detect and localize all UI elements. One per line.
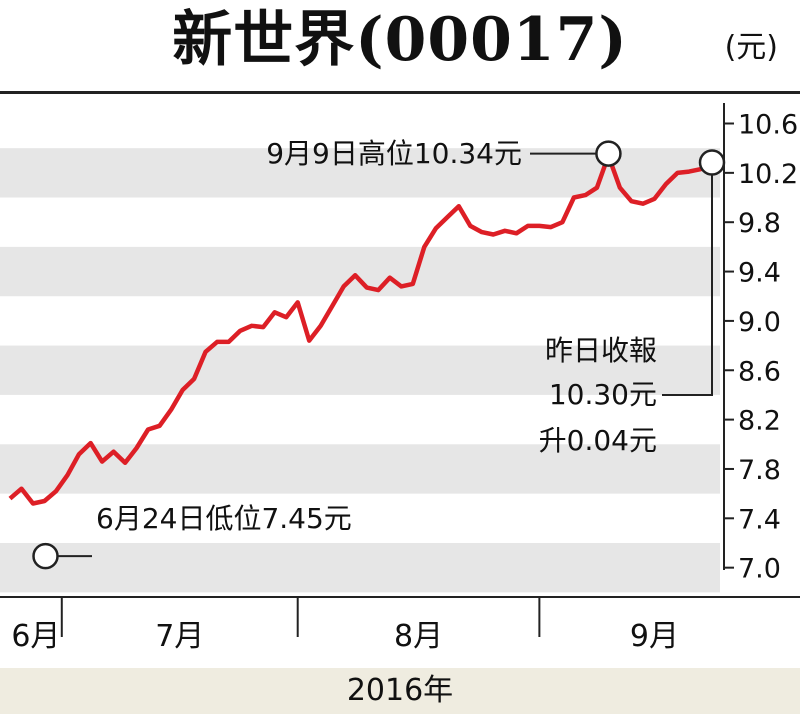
unit-label: (元): [724, 30, 778, 65]
y-tick-label: 10.2: [738, 159, 798, 190]
month-label: 9月: [630, 619, 679, 654]
y-tick-label: 8.2: [738, 406, 781, 437]
y-tick-label: 10.6: [738, 110, 798, 141]
y-tick-label: 9.0: [738, 307, 781, 338]
markers: [32, 140, 726, 570]
y-axis: 7.0 7.4 7.8 8.2 8.6 9.0 9.4 9.8 10.2 10.6: [723, 103, 798, 585]
high-marker: [595, 140, 622, 167]
chart-title: 新世界(00017): [172, 5, 628, 75]
price-line: [8, 153, 714, 506]
close-change: 升0.04元: [539, 424, 657, 457]
grid-band: [0, 246, 720, 297]
grid-band: [0, 542, 720, 593]
grid-band: [0, 444, 720, 494]
x-axis: 6月 7月 8月 9月: [0, 596, 800, 654]
close-value: 10.30元: [549, 378, 657, 411]
y-tick-label: 9.4: [738, 258, 781, 289]
price-series: [8, 153, 714, 506]
y-tick-label: 8.6: [738, 356, 781, 387]
month-label: 6月: [11, 619, 60, 654]
grid-band: [0, 345, 720, 395]
annotations: 9月9日高位10.34元 6月24日低位7.45元 昨日收報 10.30元 升0…: [57, 137, 713, 558]
y-tick-label: 7.0: [738, 554, 781, 585]
y-tick-label: 7.8: [738, 455, 781, 486]
grid-bands: [0, 148, 720, 593]
close-marker: [698, 149, 726, 176]
year-footer: 2016年: [0, 668, 800, 714]
y-tick-label: 7.4: [738, 504, 781, 535]
low-annotation: 6月24日低位7.45元: [96, 502, 352, 535]
close-leader-line: [662, 174, 713, 396]
close-title: 昨日收報: [545, 334, 657, 367]
y-tick-label: 9.8: [738, 208, 781, 239]
month-label: 7月: [155, 619, 204, 654]
title-divider: [0, 91, 800, 94]
month-label: 8月: [394, 619, 443, 654]
high-annotation: 9月9日高位10.34元: [266, 137, 522, 170]
stock-price-chart: 7.0 7.4 7.8 8.2 8.6 9.0 9.4 9.8 10.2 10.6 6月 7月 8月 9…: [0, 103, 800, 654]
low-marker: [32, 542, 59, 570]
